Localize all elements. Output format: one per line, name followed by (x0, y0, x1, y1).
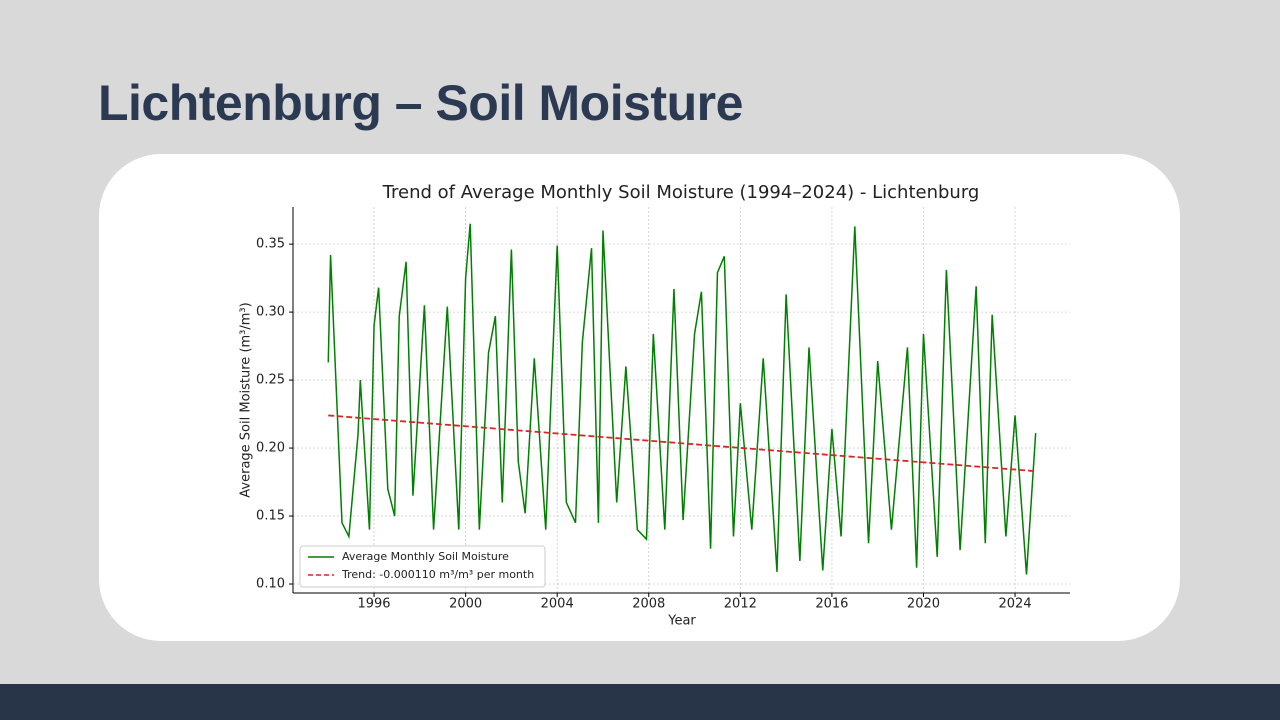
x-tick-label: 2020 (907, 597, 940, 612)
y-tick-label: 0.15 (256, 509, 285, 524)
y-tick-label: 0.10 (256, 577, 285, 592)
chart-title: Trend of Average Monthly Soil Moisture (… (382, 182, 980, 203)
y-tick-label: 0.35 (256, 237, 285, 252)
y-axis-label: Average Soil Moisture (m³/m³) (239, 302, 254, 497)
x-tick-label: 2016 (815, 597, 848, 612)
x-tick-label: 2000 (449, 597, 482, 612)
legend-label: Trend: -0.000110 m³/m³ per month (341, 568, 534, 581)
chart-panel (99, 154, 1180, 641)
footer-bar (0, 684, 1280, 720)
x-tick-label: 2024 (999, 597, 1032, 612)
legend-label: Average Monthly Soil Moisture (342, 550, 509, 563)
legend-box (299, 545, 546, 588)
x-tick-label: 2012 (724, 597, 757, 612)
y-tick-label: 0.30 (256, 305, 285, 320)
y-tick-label: 0.25 (256, 373, 285, 388)
slide-title: Lichtenburg – Soil Moisture (98, 75, 743, 131)
y-tick-label: 0.20 (256, 441, 285, 456)
data-line (327, 223, 1037, 575)
x-tick-label: 1996 (357, 597, 390, 612)
x-axis-label: Year (667, 614, 696, 629)
trend-line (328, 414, 1036, 473)
x-tick-label: 2004 (541, 597, 574, 612)
x-tick-label: 2008 (632, 597, 665, 612)
